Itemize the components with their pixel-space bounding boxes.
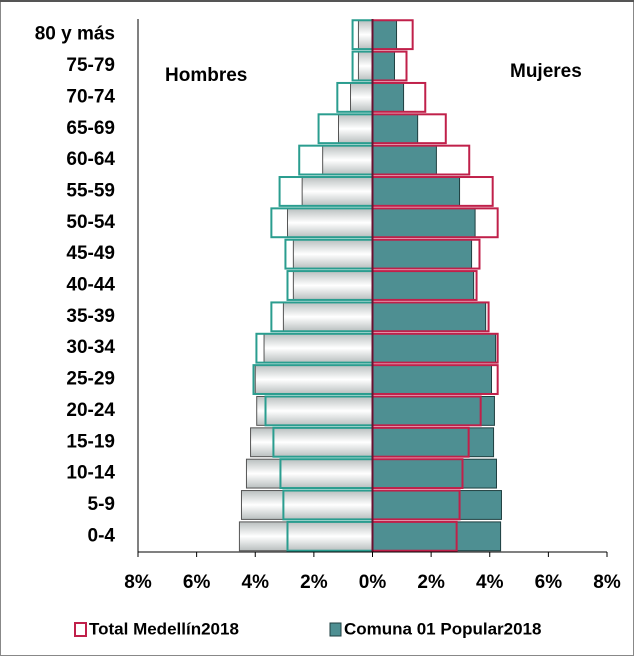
bar	[372, 82, 405, 113]
legend-swatch	[329, 622, 342, 637]
bar	[254, 364, 373, 395]
bar	[256, 395, 374, 426]
y-tick-label: 65-69	[66, 118, 115, 139]
y-tick-label: 55-59	[66, 180, 115, 201]
x-tick-label: 4%	[476, 572, 504, 593]
x-tick-label: 6%	[535, 572, 563, 593]
legend-label: Total Medellín2018	[89, 619, 239, 638]
x-tick-label: 8%	[593, 572, 621, 593]
women-label: Mujeres	[510, 61, 582, 82]
bar	[238, 521, 373, 552]
x-tick-label: 2%	[300, 572, 328, 593]
bar	[372, 113, 419, 144]
x-tick-label: 8%	[124, 572, 152, 593]
bar	[357, 19, 373, 50]
bar	[301, 176, 373, 207]
x-tick-label: 4%	[242, 572, 270, 593]
y-tick-label: 75-79	[66, 55, 115, 76]
y-tick-label: 70-74	[66, 86, 115, 107]
bar	[372, 239, 473, 270]
y-tick-label: 10-14	[66, 463, 115, 484]
legend-swatch	[74, 622, 87, 637]
y-tick-label: 0-4	[88, 525, 116, 546]
bar	[357, 51, 373, 81]
bar	[372, 490, 502, 520]
bar	[245, 458, 373, 489]
x-tick-label: 0%	[359, 572, 387, 593]
bar	[286, 207, 373, 238]
y-tick-label: 25-29	[66, 369, 115, 390]
y-tick-label: 5-9	[88, 494, 115, 515]
bar	[292, 239, 374, 270]
bar	[372, 207, 476, 238]
y-tick-label: 80 y más	[35, 24, 115, 45]
bar	[372, 270, 475, 301]
bar	[322, 145, 374, 176]
y-tick-label: 30-34	[66, 337, 115, 358]
bar	[372, 395, 495, 426]
bar	[372, 521, 502, 552]
x-tick-label: 2%	[417, 572, 445, 593]
bar	[372, 364, 493, 395]
bar	[372, 458, 497, 489]
bar	[372, 19, 398, 50]
x-tick-label: 6%	[183, 572, 211, 593]
bar	[372, 301, 487, 332]
y-tick-label: 60-64	[66, 149, 115, 170]
y-tick-label: 45-49	[66, 243, 115, 264]
bar	[282, 301, 374, 332]
y-tick-label: 40-44	[66, 275, 115, 296]
bar	[372, 427, 495, 458]
legend-label: Comuna 01 Popular2018	[344, 619, 541, 638]
bar	[240, 490, 373, 520]
bar	[292, 270, 374, 301]
bar	[250, 427, 373, 458]
bar	[337, 113, 373, 144]
bar	[372, 176, 461, 207]
bar	[372, 145, 437, 176]
bar	[372, 51, 395, 81]
y-tick-label: 35-39	[66, 306, 115, 327]
bar	[372, 333, 497, 364]
y-tick-label: 50-54	[66, 212, 115, 233]
y-tick-label: 20-24	[66, 400, 115, 421]
y-tick-label: 15-19	[66, 431, 115, 452]
men-label: Hombres	[165, 65, 247, 86]
bar	[350, 82, 373, 113]
bar	[263, 333, 374, 364]
